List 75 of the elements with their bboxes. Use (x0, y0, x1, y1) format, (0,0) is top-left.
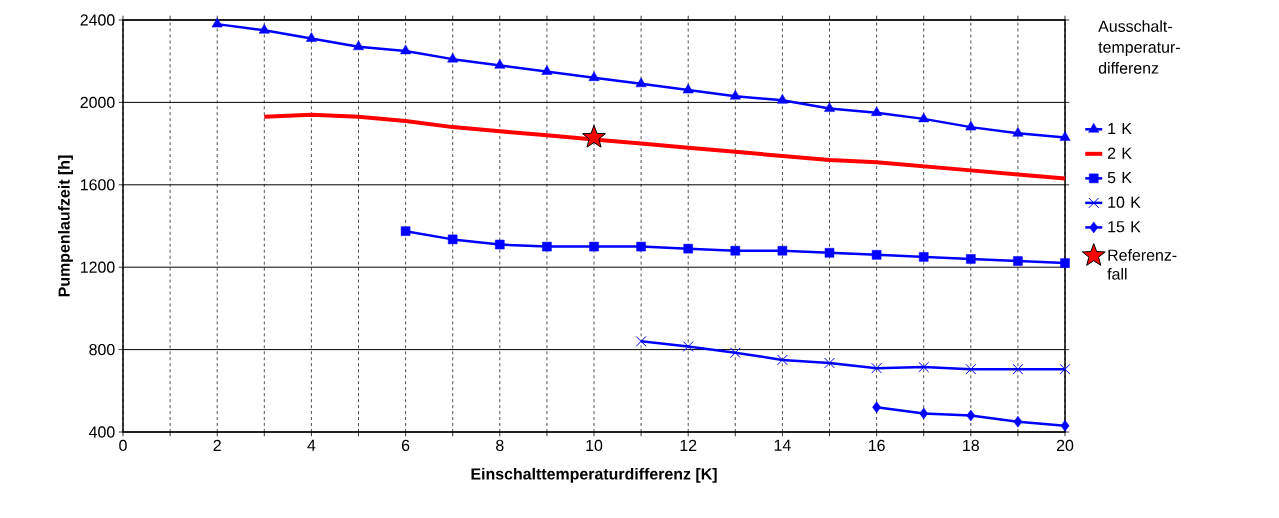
point (635, 77, 647, 88)
y-tick-label: 800 (89, 343, 115, 356)
point (635, 335, 647, 347)
point (447, 52, 459, 63)
x-tick-label: 18 (963, 439, 979, 452)
legend-title: Ausschalt-temperatur-differenz (1098, 20, 1180, 74)
point (636, 241, 646, 252)
legend-label: 2 K (1107, 147, 1132, 159)
point (824, 248, 835, 258)
point (682, 83, 694, 94)
point (965, 120, 977, 131)
legend-label: Referenz-fall (1107, 249, 1177, 280)
point (542, 241, 552, 252)
point (1012, 127, 1024, 137)
x-tick-label: 8 (496, 439, 504, 452)
point (871, 250, 882, 260)
x-tick-label: 4 (307, 439, 316, 451)
y-tick-label: 2400 (80, 14, 115, 26)
point (824, 102, 835, 112)
point (1059, 363, 1071, 375)
x-tick-label: 10 (586, 439, 603, 452)
point (589, 241, 599, 252)
y-tick-label: 400 (88, 426, 115, 438)
point (582, 124, 606, 148)
y-tick-label: 2000 (80, 96, 115, 109)
point (400, 44, 412, 55)
point (776, 354, 788, 366)
point (400, 226, 411, 236)
point (211, 17, 223, 28)
point (966, 254, 976, 264)
point (447, 234, 458, 245)
point (965, 363, 977, 375)
point (1060, 258, 1070, 268)
point (776, 94, 788, 104)
point (682, 341, 694, 352)
legend-label: 5 K (1107, 172, 1132, 184)
point (353, 40, 364, 51)
point (495, 239, 505, 250)
point (494, 59, 506, 69)
x-tick-label: 2 (213, 439, 221, 451)
point (918, 252, 929, 262)
x-tick-label: 12 (680, 439, 697, 451)
point (541, 65, 553, 75)
point (919, 407, 929, 420)
point (824, 357, 835, 369)
point (966, 409, 976, 422)
point (1060, 420, 1070, 432)
point (305, 32, 317, 42)
point (1012, 363, 1024, 375)
x-tick-label: 6 (401, 439, 410, 452)
y-axis-title: Pumpenlaufzeit [h] (58, 155, 73, 297)
legend-label: 15 K (1108, 221, 1141, 233)
point (683, 243, 693, 254)
point (918, 112, 930, 123)
point (1059, 131, 1071, 141)
point (1013, 256, 1023, 266)
point (777, 245, 788, 256)
legend-label: 10 K (1108, 196, 1141, 208)
point (729, 347, 741, 359)
legend-label: 1 K (1108, 123, 1132, 135)
x-tick-label: 20 (1056, 439, 1074, 452)
point (588, 71, 600, 81)
point (729, 89, 741, 100)
point (871, 106, 883, 116)
y-tick-label: 1200 (80, 261, 115, 273)
point (871, 362, 883, 374)
x-tick-label: 16 (868, 439, 885, 452)
y-tick-label: 1600 (80, 179, 115, 191)
point (918, 361, 930, 373)
x-tick-label: 14 (774, 439, 791, 451)
point (1013, 415, 1023, 428)
x-tick-label: 0 (119, 439, 127, 452)
point (258, 24, 270, 34)
x-axis-title: Einschalttemperaturdifferenz [K] (471, 467, 717, 483)
point (730, 245, 741, 256)
